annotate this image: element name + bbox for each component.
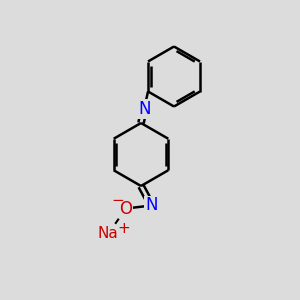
Text: N: N <box>138 100 150 118</box>
Text: +: + <box>117 221 130 236</box>
Text: N: N <box>145 196 158 214</box>
Text: O: O <box>119 200 133 217</box>
Text: −: − <box>111 193 124 208</box>
Text: Na: Na <box>98 226 118 242</box>
